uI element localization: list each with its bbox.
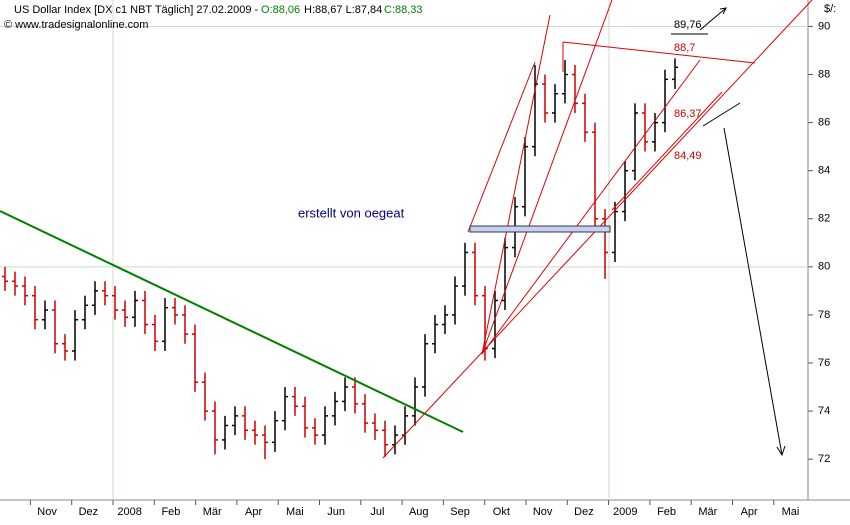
x-tick-label: 2008 (117, 506, 141, 518)
arrow-head (719, 7, 727, 15)
y-tick-label: 86 (818, 117, 830, 129)
x-tick-label: 2009 (613, 506, 637, 518)
y-tick-label: 76 (818, 357, 830, 369)
level-label: 89,76 (674, 19, 702, 31)
x-tick-label: Jul (370, 506, 384, 518)
y-axis-label: $/: (824, 3, 836, 15)
range-box (469, 225, 611, 233)
x-tick-label: Mai (286, 506, 304, 518)
x-tick-label: Apr (741, 506, 758, 518)
level-label: 86,37 (674, 108, 702, 120)
plot-area (0, 25, 808, 460)
open-label: O:88,06 (261, 4, 300, 16)
y-tick-label: 80 (818, 261, 830, 273)
y-tick-label: 72 (818, 453, 830, 465)
trendline (611, 91, 723, 211)
close-label: C:88,33 (384, 4, 423, 16)
arrow-head (776, 445, 786, 457)
x-tick-label: Jun (327, 506, 345, 518)
trendline (481, 0, 613, 355)
y-tick-label: 88 (818, 68, 830, 80)
x-tick-label: Feb (657, 506, 676, 518)
x-tick-label: Dez (574, 506, 594, 518)
annotation: erstellt von oegeat (298, 205, 405, 220)
y-tick-label: 90 (818, 20, 830, 32)
trendline (0, 210, 464, 433)
x-tick-label: Okt (493, 506, 510, 518)
x-tick-label: Mai (782, 506, 800, 518)
x-tick-label: Feb (161, 506, 180, 518)
high-low-label: H:88,67 L:87,84 (304, 4, 382, 16)
x-tick-label: Mär (698, 506, 717, 518)
trendline (481, 14, 551, 355)
y-tick-label: 78 (818, 309, 830, 321)
x-tick-label: Apr (245, 506, 262, 518)
y-tick-label: 84 (818, 165, 830, 177)
trendline (481, 59, 701, 355)
copyright: © www.tradesignalonline.com (4, 19, 148, 31)
x-tick-label: Aug (409, 506, 429, 518)
level-label: 88,7 (674, 42, 695, 54)
x-tick-label: Nov (533, 506, 553, 518)
trendline (467, 61, 536, 233)
y-tick-label: 82 (818, 213, 830, 225)
chart-title: US Dollar Index [DX c1 NBT Täglich] 27.0… (14, 4, 258, 16)
trendline (562, 41, 756, 64)
level-label: 84,49 (674, 150, 702, 162)
x-tick-label: Sep (450, 506, 470, 518)
arrow (723, 127, 783, 456)
x-tick-label: Mär (203, 506, 222, 518)
arrow (699, 7, 727, 31)
x-tick-label: Dez (79, 506, 99, 518)
y-tick-label: 74 (818, 405, 830, 417)
level-line (702, 102, 741, 127)
x-tick-label: Nov (37, 506, 57, 518)
